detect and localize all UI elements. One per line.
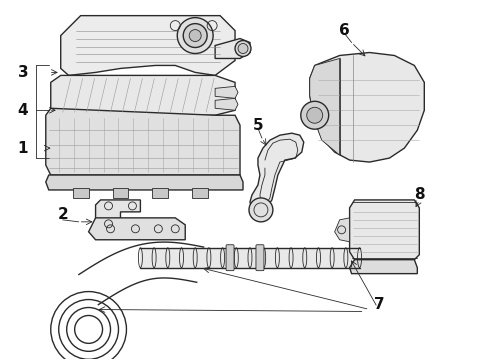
Text: 3: 3 — [18, 65, 28, 80]
Circle shape — [183, 24, 207, 48]
Text: 1: 1 — [18, 141, 28, 156]
Polygon shape — [192, 188, 208, 198]
Polygon shape — [310, 53, 424, 162]
Polygon shape — [46, 175, 243, 190]
Text: 5: 5 — [253, 118, 263, 133]
Polygon shape — [349, 260, 417, 274]
Circle shape — [249, 198, 273, 222]
Circle shape — [189, 30, 201, 41]
Text: 4: 4 — [18, 103, 28, 118]
Polygon shape — [141, 248, 360, 268]
Circle shape — [307, 107, 323, 123]
Polygon shape — [152, 188, 168, 198]
Polygon shape — [113, 188, 128, 198]
Circle shape — [235, 41, 251, 57]
Text: 6: 6 — [339, 23, 350, 38]
Polygon shape — [89, 218, 185, 240]
Text: 2: 2 — [57, 207, 68, 222]
Circle shape — [301, 101, 329, 129]
Polygon shape — [96, 200, 141, 230]
Text: 8: 8 — [414, 188, 425, 202]
Polygon shape — [335, 218, 349, 242]
Polygon shape — [215, 86, 238, 98]
Circle shape — [177, 18, 213, 54]
FancyBboxPatch shape — [226, 245, 234, 271]
Circle shape — [238, 44, 248, 54]
Polygon shape — [51, 75, 235, 115]
Polygon shape — [310, 58, 340, 155]
FancyBboxPatch shape — [256, 245, 264, 271]
Polygon shape — [61, 15, 235, 75]
Polygon shape — [250, 133, 304, 215]
Polygon shape — [349, 200, 419, 260]
Polygon shape — [46, 108, 240, 175]
Text: 7: 7 — [374, 297, 385, 312]
Polygon shape — [215, 98, 238, 110]
Polygon shape — [215, 39, 250, 58]
Polygon shape — [73, 188, 89, 198]
